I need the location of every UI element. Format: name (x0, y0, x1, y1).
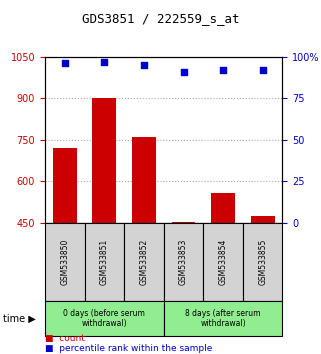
Text: ■  count: ■ count (45, 335, 85, 343)
Point (102, 59, 107, 64)
Text: GSM533851: GSM533851 (100, 239, 109, 285)
Text: GSM533852: GSM533852 (139, 239, 148, 285)
Point (62, 61, 67, 66)
Point (181, 69, 186, 74)
Point (221, 67, 226, 73)
Text: 8 days (after serum
withdrawal): 8 days (after serum withdrawal) (185, 309, 261, 328)
Text: GSM533850: GSM533850 (60, 239, 69, 285)
Bar (92, 98, 116, 223)
Text: GSM533854: GSM533854 (219, 239, 228, 285)
Bar (211, 193, 235, 223)
Point (260, 67, 265, 73)
Text: GDS3851 / 222559_s_at: GDS3851 / 222559_s_at (82, 12, 239, 25)
Bar (53, 148, 77, 223)
Text: 0 days (before serum
withdrawal): 0 days (before serum withdrawal) (63, 309, 145, 328)
Text: GSM533853: GSM533853 (179, 239, 188, 285)
Bar (251, 216, 274, 223)
Text: GSM533855: GSM533855 (258, 239, 267, 285)
Text: time ▶: time ▶ (3, 314, 36, 324)
Bar (172, 222, 195, 223)
Point (141, 62, 146, 68)
Text: ■  percentile rank within the sample: ■ percentile rank within the sample (45, 344, 212, 353)
Bar (132, 137, 156, 223)
